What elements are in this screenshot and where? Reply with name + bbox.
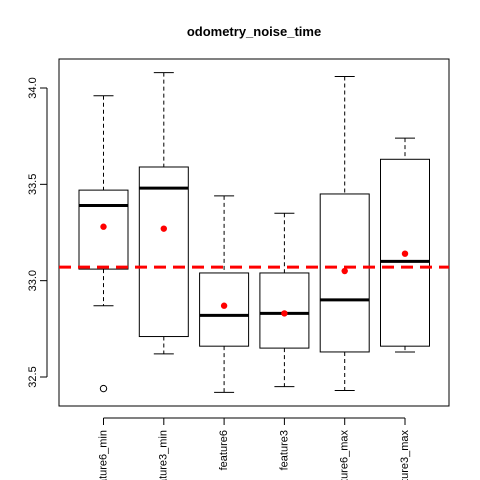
x-tick-label: feature6_max — [339, 430, 351, 480]
x-tick-label: feature6_min — [97, 430, 109, 480]
y-tick-label: 33.0 — [27, 270, 39, 291]
box-feature6_min — [78, 95, 129, 393]
y-tick-label: 32.5 — [27, 366, 39, 387]
iqr-box — [78, 189, 129, 270]
y-tick-label: 33.5 — [27, 174, 39, 195]
chart-title: odometry_noise_time — [187, 24, 321, 39]
box-feature6 — [199, 195, 250, 393]
x-tick-label: feature3 — [278, 430, 290, 470]
x-tick-label: feature6 — [218, 430, 230, 470]
mean-point — [220, 302, 228, 309]
iqr-box — [380, 158, 430, 347]
box-feature3_min — [138, 72, 189, 355]
y-axis: 32.5 33.0 33.5 34.0 — [27, 77, 48, 388]
outlier-point — [99, 384, 108, 393]
box-feature3 — [259, 212, 310, 388]
mean-markers — [100, 223, 409, 317]
mean-point — [341, 267, 348, 275]
boxes — [78, 72, 430, 393]
iqr-box — [138, 166, 189, 338]
mean-point — [401, 250, 409, 257]
mean-point — [100, 223, 107, 230]
y-tick-label: 34.0 — [27, 77, 39, 98]
iqr-box — [199, 272, 250, 347]
mean-point — [281, 310, 288, 317]
x-tick-label: feature3_min — [158, 430, 170, 480]
iqr-box — [259, 272, 310, 349]
box-feature6_max — [319, 75, 370, 391]
box-feature3_max — [380, 137, 430, 353]
x-tick-label: feature3_max — [399, 430, 411, 480]
plot-frame — [58, 58, 450, 407]
x-axis: feature6_min feature3_min feature6 feature3… — [97, 417, 411, 480]
mean-point — [160, 225, 167, 232]
iqr-box — [319, 193, 370, 353]
